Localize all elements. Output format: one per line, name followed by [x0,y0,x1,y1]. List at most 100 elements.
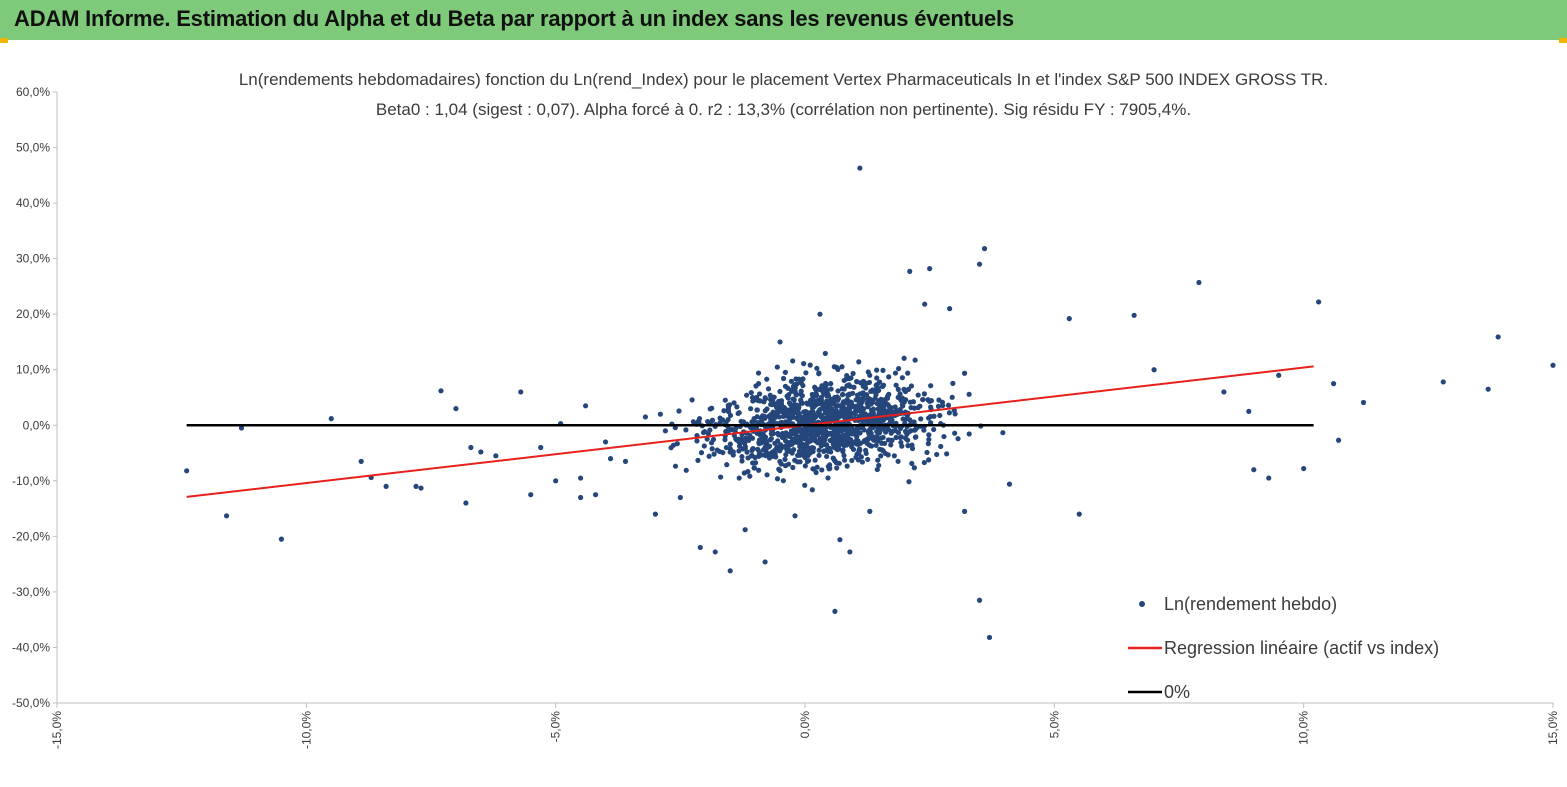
data-point [909,460,915,467]
data-point [888,437,894,444]
data-point [818,413,825,419]
data-point [852,404,858,410]
data-point [749,452,755,459]
data-point [831,444,837,450]
data-point [769,430,776,436]
data-point [780,375,787,382]
data-point [881,440,888,447]
data-point [841,408,847,414]
data-point [741,439,747,445]
data-point [774,405,781,411]
data-point [865,456,871,463]
data-point [622,458,629,464]
data-point [807,362,813,368]
data-point [278,536,284,542]
data-point [966,391,972,397]
data-point [709,446,715,452]
data-point [836,446,842,452]
data-point [888,442,894,448]
data-point [832,458,838,464]
data-point [850,370,856,377]
data-point [961,370,968,376]
data-point [735,410,741,417]
data-point [776,432,782,438]
data-point [742,445,748,451]
data-point [812,457,818,463]
data-point [833,403,839,409]
data-point [683,467,689,473]
data-point [907,417,913,423]
data-point [898,397,904,404]
legend-marker-scatter [1139,601,1145,607]
data-point [413,483,419,489]
data-point [734,437,740,443]
data-point [707,427,713,433]
data-point [788,387,794,393]
data-point [725,417,731,423]
data-point [776,466,782,472]
data-point [836,460,842,466]
data-point [738,418,744,425]
data-point [727,568,733,574]
data-point [1076,511,1082,517]
data-point [934,451,940,458]
data-point [792,457,798,463]
data-point [463,500,469,506]
data-point [725,428,732,434]
data-point [1000,430,1006,436]
data-point [358,458,364,464]
data-point [822,350,828,357]
data-point [764,376,770,382]
data-point [863,447,869,453]
data-point [814,411,820,418]
data-point [1485,386,1491,392]
data-point [1131,312,1137,318]
data-point [765,386,772,392]
data-point [895,386,901,392]
data-point [1006,481,1013,487]
data-point [966,431,972,437]
data-point [874,375,880,381]
data-point [876,462,882,469]
y-tick-label: 60,0% [16,85,50,99]
data-point [763,449,769,455]
data-point [849,444,855,450]
y-tick-label: 30,0% [16,252,50,266]
data-point [717,415,723,421]
data-point [893,434,899,441]
data-point [938,443,944,450]
data-point [810,466,816,472]
data-point [928,420,934,426]
data-point [578,494,584,501]
data-point [809,391,815,398]
data-point [792,381,798,388]
data-point [986,634,993,641]
data-point [937,412,943,419]
data-point [718,474,724,480]
data-point [857,165,863,171]
data-point [800,451,806,457]
data-point [891,453,897,459]
data-point [727,441,733,447]
data-point [908,383,915,389]
y-tick-label: -30,0% [12,585,50,599]
data-point [774,476,781,482]
data-point [1330,381,1337,387]
data-point [981,246,988,252]
data-point [795,410,802,416]
data-point [867,396,873,402]
data-point [928,383,934,389]
data-point [538,444,544,451]
data-point [821,448,827,454]
data-point [856,408,862,414]
data-point [782,456,788,462]
data-point [778,401,785,407]
data-point [747,432,753,439]
data-point [578,475,584,481]
data-point [438,388,444,394]
data-point [788,415,794,421]
data-point [816,386,823,393]
data-point [777,458,783,465]
data-point [760,413,766,419]
